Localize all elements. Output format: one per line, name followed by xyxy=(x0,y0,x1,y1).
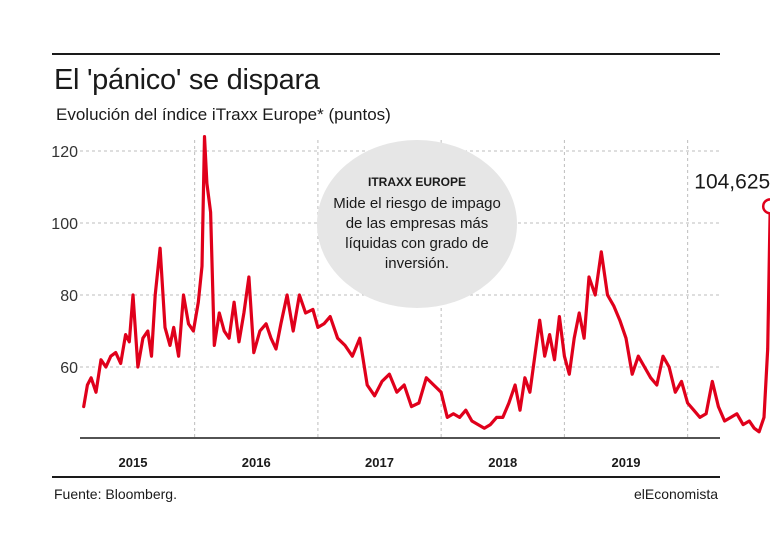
brand-logo-text: elEconomista xyxy=(633,486,718,502)
x-tick-label: 2017 xyxy=(365,455,394,470)
callout-line: de las empresas más xyxy=(346,215,489,232)
x-tick-labels: 2015 2016 2017 2018 2019 xyxy=(119,455,641,470)
bottom-rule xyxy=(52,476,720,478)
series-line-itraxx xyxy=(82,135,770,434)
callout-bubble: ITRAXX EUROPE Mide el riesgo de impago d… xyxy=(317,140,517,308)
y-tick-label: 80 xyxy=(60,288,78,305)
y-tick-labels: 60 80 100 120 xyxy=(51,144,78,377)
callout-line: inversión. xyxy=(385,255,449,272)
y-tick-label: 120 xyxy=(51,144,78,161)
chart-title: El 'pánico' se dispara xyxy=(54,64,320,96)
x-tick-label: 2016 xyxy=(242,455,271,470)
y-tick-label: 100 xyxy=(51,216,78,233)
callout-title: ITRAXX EUROPE xyxy=(368,175,466,189)
chart-subtitle: Evolución del índice iTraxx Europe* (pun… xyxy=(56,105,391,124)
last-value-label: 104,625 xyxy=(694,170,770,193)
x-tick-label: 2019 xyxy=(612,455,641,470)
top-rule xyxy=(52,53,720,55)
x-tick-label: 2015 xyxy=(119,455,148,470)
callout-line: Mide el riesgo de impago xyxy=(333,195,501,212)
last-value-marker xyxy=(761,198,770,215)
x-tick-label: 2018 xyxy=(488,455,517,470)
callout-ellipse xyxy=(317,140,517,308)
source-note: Fuente: Bloomberg. xyxy=(54,486,177,502)
callout-line: líquidas con grado de xyxy=(345,235,488,252)
y-tick-label: 60 xyxy=(60,360,78,377)
